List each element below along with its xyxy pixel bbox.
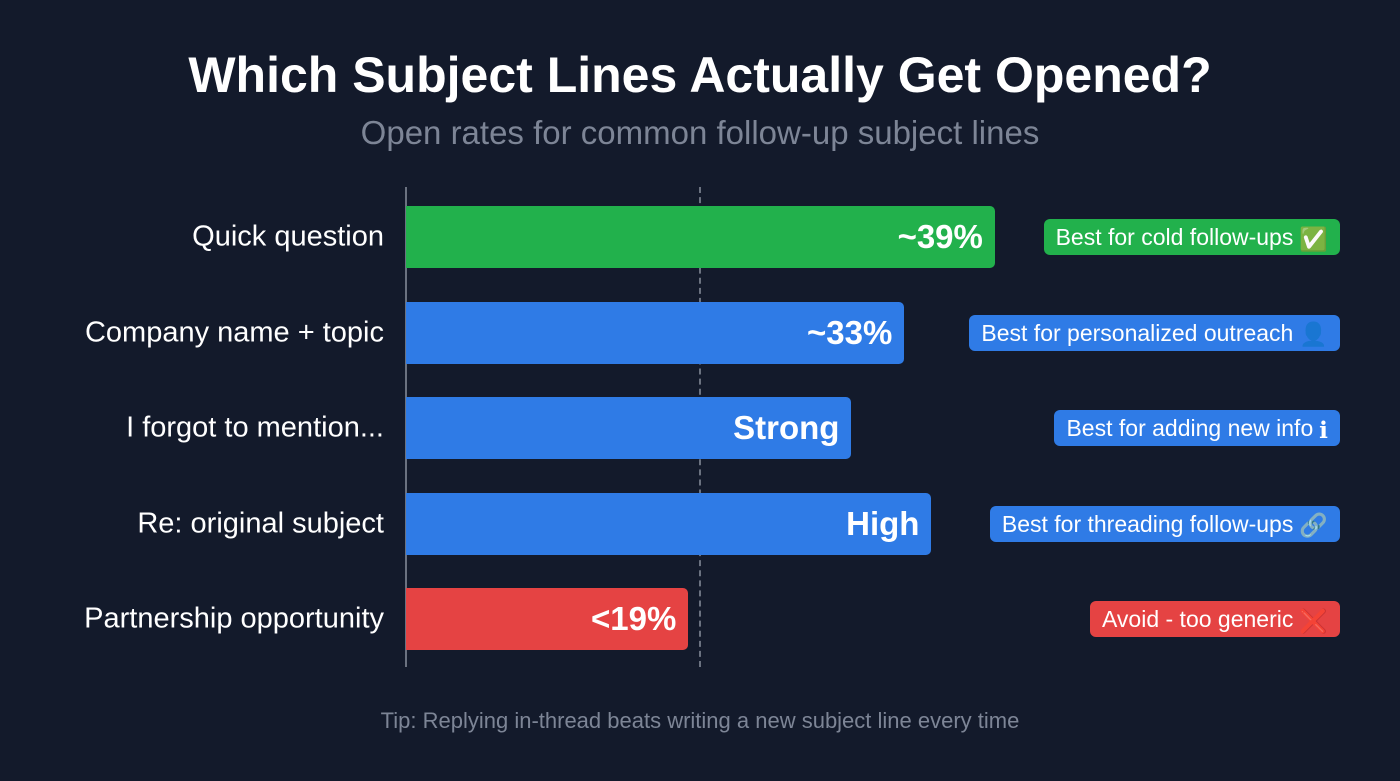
info-icon: ℹ bbox=[1319, 416, 1328, 443]
category-label: Company name + topic bbox=[84, 316, 384, 348]
category-label: Quick question bbox=[192, 220, 384, 253]
annotation-badge: Best for adding new info ℹ bbox=[1054, 410, 1340, 446]
bar: ~33% bbox=[406, 301, 905, 364]
annotation-text: Best for adding new info bbox=[1066, 415, 1314, 441]
category-label: I forgot to mention... bbox=[126, 411, 384, 444]
link-icon: 🔗 bbox=[1299, 512, 1328, 539]
data-label: ~39% bbox=[897, 218, 983, 255]
cross-icon: ❌ bbox=[1299, 607, 1328, 634]
check-box-icon: ✅ bbox=[1299, 225, 1328, 252]
data-label: <19% bbox=[591, 600, 677, 637]
chart-title: Which Subject Lines Actually Get Opened? bbox=[188, 47, 1212, 103]
chart-subtitle: Open rates for common follow-up subject … bbox=[360, 114, 1040, 151]
annotation-text: Avoid - too generic bbox=[1102, 606, 1294, 632]
category-label: Re: original subject bbox=[137, 507, 384, 539]
data-label: ~33% bbox=[806, 313, 893, 351]
annotation-text: Best for threading follow-ups bbox=[1001, 510, 1294, 537]
bar: High bbox=[406, 492, 932, 555]
annotation-text: Best for personalized outreach bbox=[981, 319, 1294, 346]
annotation-badge: Best for cold follow-ups ✅ bbox=[1043, 219, 1340, 255]
bar: <19% bbox=[406, 588, 689, 650]
user-icon: 👤 bbox=[1299, 321, 1328, 348]
data-label: Strong bbox=[733, 409, 840, 446]
annotation-text: Best for cold follow-ups bbox=[1055, 224, 1294, 250]
category-label: Partnership opportunity bbox=[84, 602, 384, 635]
annotation-badge: Avoid - too generic ❌ bbox=[1090, 601, 1340, 637]
data-label: High bbox=[846, 504, 920, 542]
bar: ~39% bbox=[406, 206, 995, 268]
tip-text: Tip: Replying in-thread beats writing a … bbox=[380, 708, 1020, 733]
annotation-badge: Best for personalized outreach 👤 bbox=[969, 314, 1340, 351]
bar: Strong bbox=[406, 397, 852, 459]
annotation-badge: Best for threading follow-ups 🔗 bbox=[989, 505, 1340, 542]
